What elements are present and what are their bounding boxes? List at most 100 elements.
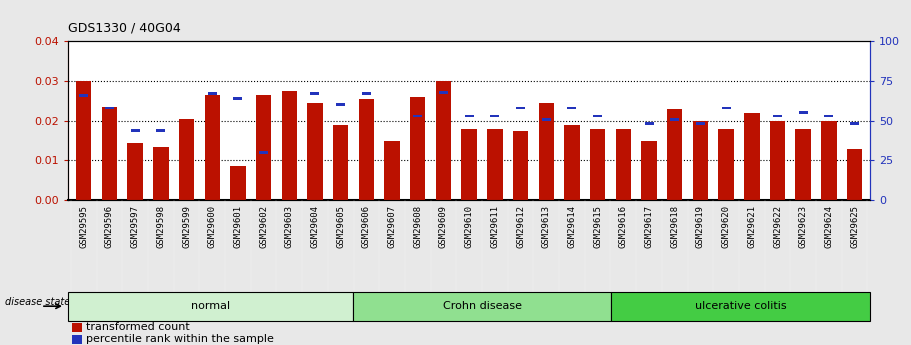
Bar (68, 292, 353, 321)
Text: GSM29610: GSM29610 (465, 205, 474, 248)
Text: GSM29615: GSM29615 (593, 205, 602, 248)
Bar (384, 141, 400, 200)
Text: GSM29604: GSM29604 (311, 205, 320, 248)
Text: GSM29616: GSM29616 (619, 205, 628, 248)
Bar (795, 129, 811, 200)
Text: GSM29614: GSM29614 (568, 205, 577, 248)
Bar (670, 118, 680, 121)
Bar (719, 129, 734, 200)
Bar (542, 118, 551, 121)
Bar (362, 92, 371, 95)
Text: GSM29596: GSM29596 (105, 205, 114, 248)
Bar (153, 147, 169, 200)
Text: percentile rank within the sample: percentile rank within the sample (86, 334, 274, 344)
Bar (233, 97, 242, 100)
Bar (773, 115, 782, 117)
Text: GSM29624: GSM29624 (824, 205, 834, 248)
Text: GSM29611: GSM29611 (490, 205, 499, 248)
Bar (336, 104, 345, 106)
Bar (847, 148, 863, 200)
Bar (359, 99, 374, 200)
Bar (353, 292, 611, 321)
Bar (821, 121, 836, 200)
Bar (641, 141, 657, 200)
Bar (516, 107, 525, 109)
Text: GSM29608: GSM29608 (414, 205, 423, 248)
Bar (564, 125, 579, 200)
Text: GSM29602: GSM29602 (259, 205, 268, 248)
Text: GSM29600: GSM29600 (208, 205, 217, 248)
Bar (204, 95, 220, 200)
Bar (307, 103, 322, 200)
Text: GSM29613: GSM29613 (542, 205, 551, 248)
Text: GSM29598: GSM29598 (157, 205, 165, 248)
Bar (824, 115, 834, 117)
Bar (157, 129, 165, 132)
Bar (722, 107, 731, 109)
Bar (513, 131, 528, 200)
Text: GDS1330 / 40G04: GDS1330 / 40G04 (68, 21, 181, 34)
Bar (76, 81, 91, 200)
Bar (616, 129, 631, 200)
Bar (128, 142, 143, 200)
Text: ulcerative colitis: ulcerative colitis (695, 301, 786, 311)
Bar (414, 115, 423, 117)
Bar (538, 103, 554, 200)
Bar (644, 122, 653, 125)
Bar (333, 125, 348, 200)
Bar (465, 115, 474, 117)
Bar (105, 107, 114, 109)
Bar (744, 113, 760, 200)
Bar (410, 97, 425, 200)
Text: GSM29625: GSM29625 (850, 205, 859, 248)
Bar (770, 121, 785, 200)
Bar (130, 129, 139, 132)
Text: GSM29622: GSM29622 (773, 205, 782, 248)
Bar (439, 91, 448, 93)
Bar (568, 107, 577, 109)
Text: GSM29595: GSM29595 (79, 205, 88, 248)
Bar (667, 109, 682, 200)
Text: normal: normal (191, 301, 230, 311)
Text: GSM29623: GSM29623 (799, 205, 808, 248)
Text: GSM29619: GSM29619 (696, 205, 705, 248)
Bar (256, 95, 271, 200)
Bar (850, 122, 859, 125)
Text: GSM29597: GSM29597 (130, 205, 139, 248)
Bar (799, 111, 808, 114)
Bar (593, 115, 602, 117)
Bar (72, 335, 82, 344)
Bar (487, 129, 503, 200)
Bar (259, 151, 268, 154)
Text: GSM29603: GSM29603 (285, 205, 294, 248)
Bar (611, 292, 870, 321)
Bar (692, 121, 708, 200)
Text: GSM29618: GSM29618 (670, 205, 680, 248)
Text: GSM29606: GSM29606 (362, 205, 371, 248)
Bar (179, 119, 194, 200)
Text: GSM29620: GSM29620 (722, 205, 731, 248)
Bar (230, 166, 246, 200)
Bar (462, 129, 476, 200)
Text: GSM29599: GSM29599 (182, 205, 191, 248)
Text: GSM29605: GSM29605 (336, 205, 345, 248)
Text: GSM29609: GSM29609 (439, 205, 448, 248)
Text: Crohn disease: Crohn disease (443, 301, 522, 311)
Bar (490, 115, 499, 117)
Text: GSM29601: GSM29601 (233, 205, 242, 248)
Bar (79, 94, 88, 97)
Bar (590, 129, 605, 200)
Text: GSM29621: GSM29621 (747, 205, 756, 248)
Bar (311, 92, 320, 95)
Text: disease state: disease state (5, 297, 71, 307)
Text: GSM29617: GSM29617 (644, 205, 653, 248)
Bar (281, 91, 297, 200)
Bar (435, 81, 451, 200)
Text: GSM29612: GSM29612 (516, 205, 525, 248)
Bar (696, 122, 705, 125)
Bar (208, 92, 217, 95)
Bar (72, 323, 82, 332)
Text: GSM29607: GSM29607 (387, 205, 396, 248)
Bar (102, 107, 118, 200)
Text: transformed count: transformed count (86, 322, 189, 332)
